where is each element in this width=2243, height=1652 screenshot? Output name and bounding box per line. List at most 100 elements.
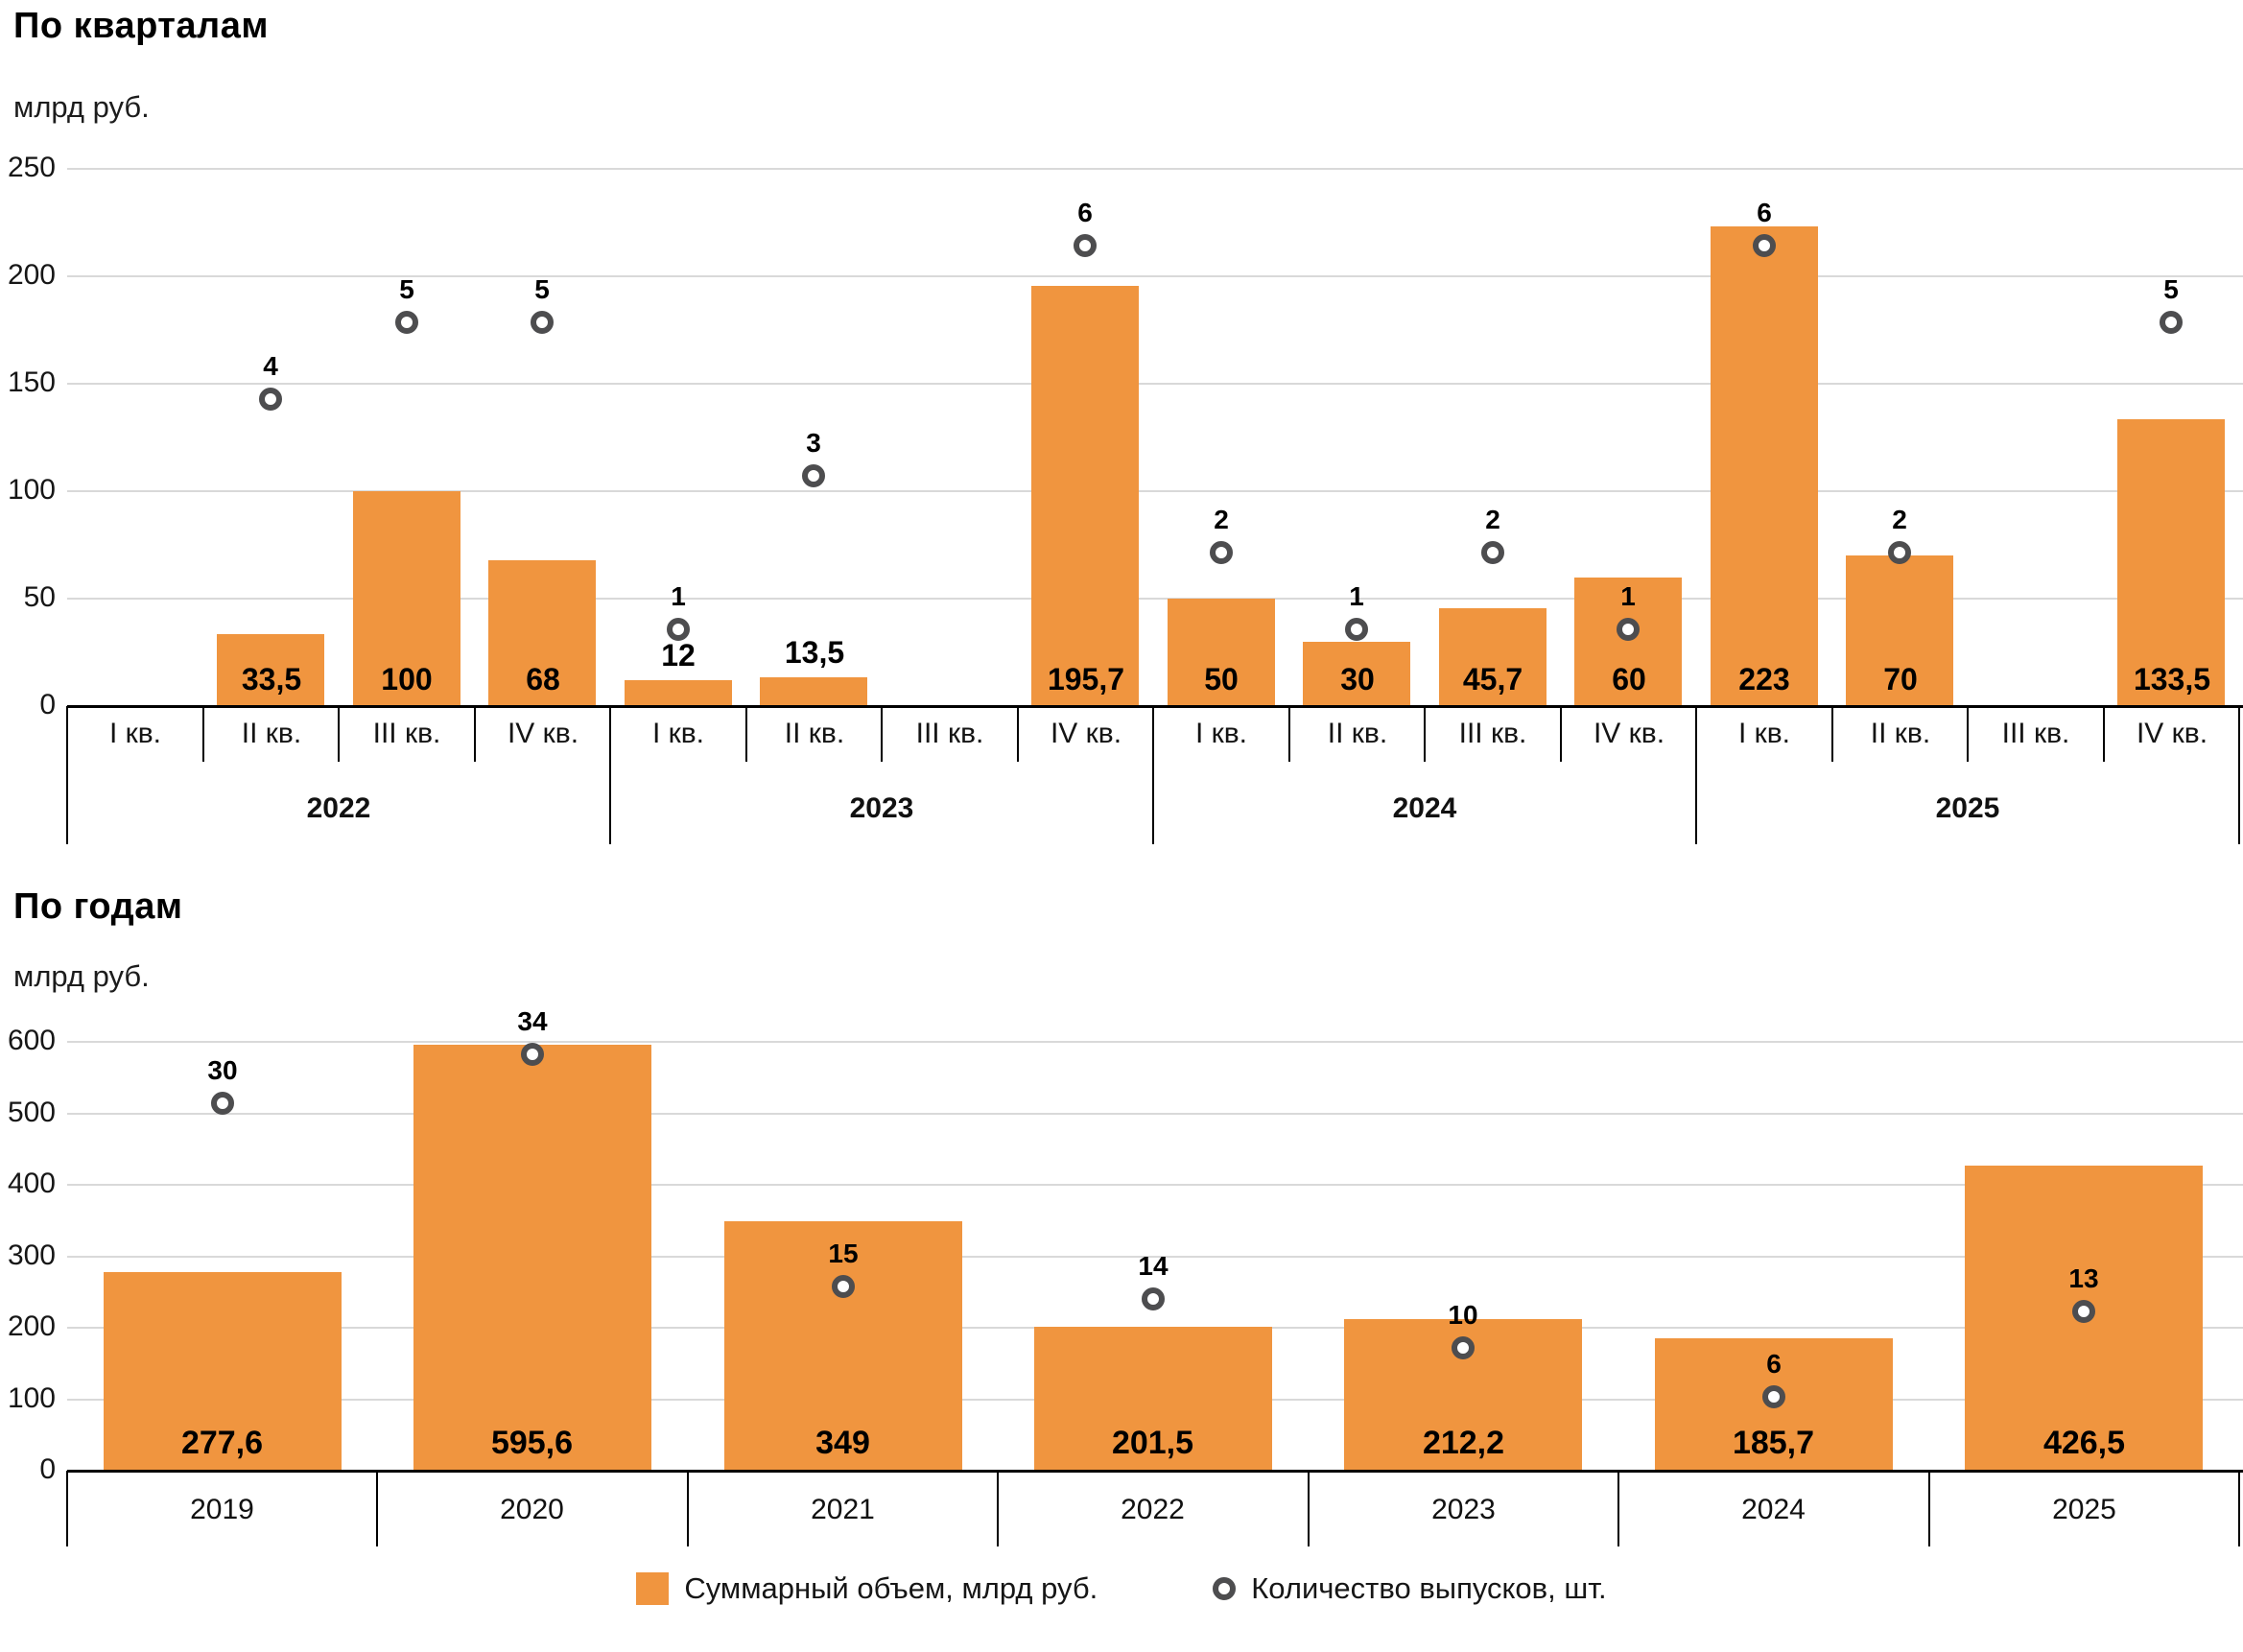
count-label: 1 [1620, 581, 1636, 611]
bar [1034, 1327, 1272, 1471]
bar-value-label: 50 [1204, 662, 1239, 696]
bar [1031, 286, 1139, 706]
count-label: 15 [828, 1239, 859, 1268]
quarter-label: IV кв. [507, 718, 579, 749]
y-tick-label: 400 [7, 1168, 56, 1199]
count-marker [395, 311, 418, 334]
y-tick-label: 0 [39, 1453, 56, 1485]
bar-value-label: 12 [661, 638, 696, 673]
year-label: 2025 [2052, 1494, 2116, 1525]
count-marker [1762, 1385, 1785, 1408]
quarter-label: III кв. [915, 718, 984, 749]
count-marker [1753, 234, 1776, 257]
gridline [67, 1256, 2243, 1258]
count-label: 10 [1448, 1300, 1478, 1330]
count-marker [1617, 618, 1640, 641]
count-label: 14 [1138, 1251, 1169, 1281]
count-marker [2072, 1300, 2095, 1323]
count-marker [211, 1092, 234, 1115]
bar [1711, 226, 1818, 706]
quarter-label: II кв. [241, 718, 302, 749]
bar-value-label: 349 [815, 1425, 870, 1461]
year-label: 2023 [1431, 1494, 1496, 1525]
year-divider [66, 706, 68, 844]
quarter-label: II кв. [1870, 718, 1931, 749]
count-label: 5 [2163, 274, 2179, 304]
bar-value-label: 33,5 [241, 662, 302, 696]
bar [724, 1221, 962, 1471]
count-label: 1 [1349, 581, 1364, 611]
bar-value-label: 68 [526, 662, 560, 696]
quarterly-chart-unit-label: млрд руб. [13, 90, 150, 124]
bar-value-label: 13,5 [784, 635, 845, 670]
bar-value-label: 212,2 [1422, 1425, 1505, 1461]
x-axis-line [67, 705, 2243, 708]
count-marker [1074, 234, 1097, 257]
gridline [67, 275, 2243, 277]
legend-item-count: Количество выпусков, шт. [1213, 1571, 1607, 1606]
y-tick-label: 100 [7, 474, 56, 506]
quarter-label: I кв. [108, 718, 162, 749]
bar-value-label: 30 [1340, 662, 1375, 696]
count-label: 2 [1485, 505, 1500, 534]
count-label: 34 [517, 1006, 548, 1036]
year-label: 2020 [500, 1494, 564, 1525]
bar [625, 680, 732, 706]
year-divider [1152, 706, 1154, 844]
bar-value-label: 223 [1738, 662, 1790, 696]
x-axis-line [67, 1470, 2243, 1473]
count-marker [2160, 311, 2183, 334]
quarter-divider [338, 706, 340, 762]
count-label: 6 [1077, 198, 1093, 227]
count-marker [521, 1043, 544, 1066]
bar-value-label: 133,5 [2133, 662, 2211, 696]
gridline [67, 598, 2243, 600]
gridline [67, 490, 2243, 492]
bar [104, 1272, 342, 1471]
legend-count-label: Количество выпусков, шт. [1251, 1571, 1607, 1605]
year-divider [1928, 1471, 1930, 1546]
bar [488, 560, 596, 706]
count-marker [531, 311, 554, 334]
bar-value-label: 185,7 [1732, 1425, 1815, 1461]
quarter-label: IV кв. [1050, 718, 1122, 749]
bar-value-label: 195,7 [1047, 662, 1125, 696]
bar [1303, 642, 1410, 706]
year-label: 2025 [1935, 792, 2000, 824]
bar-value-label: 70 [1883, 662, 1918, 696]
quarter-divider [1017, 706, 1019, 762]
year-divider [2238, 1471, 2240, 1546]
bar [1846, 555, 1953, 706]
year-label: 2022 [1121, 1494, 1185, 1525]
legend: Суммарный объем, млрд руб. Количество вы… [0, 1571, 2243, 1606]
bar [413, 1045, 651, 1471]
quarter-label: III кв. [2001, 718, 2070, 749]
y-tick-label: 0 [39, 689, 56, 720]
bar [760, 677, 867, 706]
count-marker [1345, 618, 1368, 641]
bar-value-label: 100 [381, 662, 433, 696]
bar-value-label: 277,6 [180, 1425, 264, 1461]
bar [1574, 578, 1682, 706]
count-label: 13 [2068, 1263, 2099, 1293]
year-divider [66, 1471, 68, 1546]
bar-value-label: 201,5 [1111, 1425, 1194, 1461]
gridline [67, 1184, 2243, 1186]
count-marker [1888, 541, 1911, 564]
count-label: 30 [207, 1055, 238, 1085]
quarter-label: I кв. [651, 718, 705, 749]
quarterly-chart-title: По кварталам [13, 6, 269, 46]
bar-value-label: 426,5 [2042, 1425, 2126, 1461]
year-label: 2024 [1392, 792, 1457, 824]
count-marker [1210, 541, 1233, 564]
quarter-divider [1288, 706, 1290, 762]
quarter-divider [881, 706, 883, 762]
yearly-chart-title: По годам [13, 886, 183, 927]
year-divider [687, 1471, 689, 1546]
quarter-label: I кв. [1194, 718, 1248, 749]
quarter-divider [1560, 706, 1562, 762]
year-label: 2021 [811, 1494, 875, 1525]
quarter-label: III кв. [372, 718, 441, 749]
bar [217, 634, 324, 706]
